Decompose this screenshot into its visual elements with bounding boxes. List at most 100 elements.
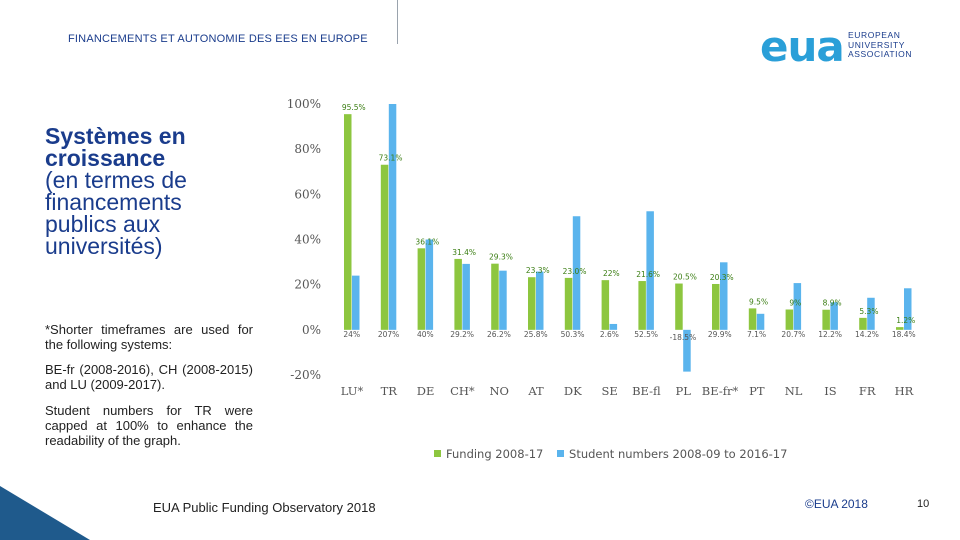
x-tick-label: CH*: [450, 384, 475, 398]
students-data-label: 14.2%: [855, 330, 879, 339]
note-timeframes: *Shorter timeframes are used for the fol…: [45, 322, 253, 352]
funding-data-label: 21.6%: [636, 270, 660, 279]
students-data-label: -18.5%: [670, 333, 697, 342]
students-data-label: 50.3%: [561, 330, 585, 339]
bar-funding-no: [491, 263, 499, 330]
x-tick-label: BE-fl: [632, 384, 661, 398]
bar-students-be-fr: [720, 262, 728, 330]
y-tick-label: 100%: [287, 97, 321, 111]
students-data-label: 20.7%: [781, 330, 805, 339]
bar-students-fr: [867, 297, 875, 330]
bar-students-be-fl: [646, 211, 654, 330]
bar-funding-at: [528, 277, 536, 330]
students-data-label: 207%: [378, 330, 399, 339]
x-tick-label: DE: [417, 384, 435, 398]
bar-funding-nl: [785, 309, 794, 330]
bar-funding-pl: [675, 283, 683, 330]
funding-data-label: 95.5%: [342, 103, 366, 112]
students-data-label: 2.6%: [600, 330, 619, 339]
bar-students-tr: [388, 104, 397, 330]
page-number: 10: [917, 498, 930, 510]
legend-students-swatch: [557, 450, 565, 457]
funding-data-label: 29.3%: [489, 253, 513, 262]
funding-data-label: 73.1%: [379, 154, 403, 163]
corner-decoration: [0, 486, 90, 540]
students-data-label: 18.4%: [892, 330, 916, 339]
funding-data-label: 22%: [603, 269, 620, 278]
bar-students-se: [609, 323, 618, 330]
legend-funding-swatch: [434, 450, 441, 457]
slide-subject: Systèmes en croissance (en termes de fin…: [45, 123, 245, 259]
y-tick-label: 80%: [294, 142, 321, 156]
bar-students-lu: [352, 275, 360, 330]
subject-description: (en termes de financements publics aux u…: [45, 167, 187, 259]
students-data-label: 40%: [417, 330, 434, 339]
chart-legend: Funding 2008-17 Student numbers 2008-09 …: [434, 446, 797, 461]
bar-funding-lu: [344, 114, 352, 330]
page-header-title: FINANCEMENTS ET AUTONOMIE DES EES EN EUR…: [68, 33, 368, 45]
y-tick-label: -20%: [290, 368, 321, 382]
bar-funding-tr: [380, 164, 389, 330]
bar-students-ch: [462, 263, 470, 330]
y-tick-label: 0%: [302, 323, 321, 337]
bar-students-at: [536, 271, 544, 330]
students-data-label: 25.8%: [524, 330, 548, 339]
bar-funding-hr: [896, 327, 904, 330]
legend-funding: Funding 2008-17: [434, 447, 543, 461]
students-data-label: 12.2%: [818, 330, 842, 339]
bar-funding-dk: [564, 277, 573, 330]
y-tick-label: 60%: [294, 187, 321, 201]
funding-data-label: 23.0%: [563, 267, 587, 276]
students-data-label: 26.2%: [487, 330, 511, 339]
students-data-label: 7.1%: [747, 330, 766, 339]
logo-line-1: EUROPEAN: [848, 30, 901, 40]
y-tick-label: 40%: [294, 233, 321, 247]
note-tr-cap: Student numbers for TR were capped at 10…: [45, 403, 253, 448]
funding-data-label: 5.3%: [859, 307, 878, 316]
x-tick-label: AT: [527, 384, 544, 398]
students-data-label: 52.5%: [634, 330, 658, 339]
legend-students: Student numbers 2008-09 to 2016-17: [557, 447, 787, 461]
bar-students-pt: [756, 313, 765, 330]
legend-funding-label: Funding 2008-17: [446, 446, 544, 461]
bar-students-is: [830, 302, 838, 330]
x-tick-label: IS: [824, 384, 837, 398]
bar-funding-pt: [748, 308, 757, 330]
funding-data-label: 9%: [789, 299, 801, 308]
bar-students-dk: [572, 216, 581, 330]
header-divider: [397, 0, 398, 44]
logo-text: EUROPEAN UNIVERSITY ASSOCIATION: [848, 30, 928, 60]
bar-funding-be-fr: [712, 283, 720, 330]
x-tick-label: TR: [381, 384, 398, 398]
footer-source: EUA Public Funding Observatory 2018: [153, 500, 376, 515]
funding-data-label: 31.4%: [452, 248, 476, 257]
bar-funding-be-fl: [638, 281, 646, 330]
note-systems: BE-fr (2008-2016), CH (2008-2015) and LU…: [45, 362, 253, 392]
bar-students-hr: [904, 288, 912, 330]
funding-data-label: 8.9%: [823, 299, 842, 308]
x-tick-label: NO: [489, 384, 509, 398]
eua-logo: eua EUROPEAN UNIVERSITY ASSOCIATION: [760, 26, 911, 68]
funding-data-label: 36.1%: [415, 237, 439, 246]
funding-data-label: 1.2%: [896, 316, 915, 325]
bar-students-de: [425, 239, 434, 330]
footer-copyright: ©EUA 2018: [805, 497, 868, 511]
bar-funding-fr: [859, 317, 867, 330]
bar-funding-se: [601, 280, 610, 330]
x-tick-label: LU*: [341, 384, 364, 398]
bar-students-nl: [793, 283, 802, 330]
bar-funding-is: [822, 309, 830, 330]
bar-funding-ch: [454, 258, 462, 330]
students-data-label: 29.9%: [708, 330, 732, 339]
y-tick-label: 20%: [294, 278, 321, 292]
x-tick-label: DK: [564, 384, 582, 398]
funding-data-label: 9.5%: [749, 297, 768, 306]
students-data-label: 29.2%: [450, 330, 474, 339]
legend-students-label: Student numbers 2008-09 to 2016-17: [569, 446, 788, 461]
x-tick-label: BE-fr*: [702, 384, 739, 398]
students-data-label: 24%: [343, 330, 360, 339]
x-tick-label: FR: [859, 384, 876, 398]
subject-heading: Systèmes en croissance: [45, 123, 186, 171]
funding-data-label: 23.3%: [526, 266, 550, 275]
bar-funding-de: [417, 248, 426, 330]
